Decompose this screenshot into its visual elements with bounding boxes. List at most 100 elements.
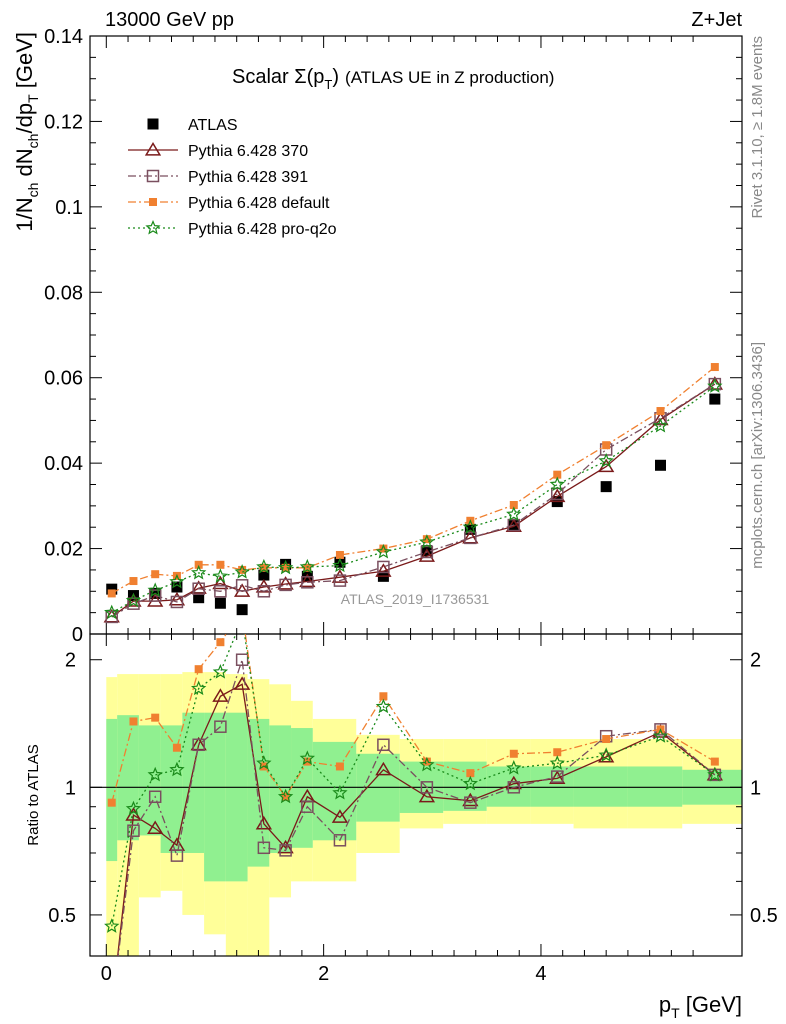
ratio-point-p391 [464, 796, 477, 809]
legend-entry-p370: Pythia 6.428 370 [128, 142, 308, 160]
point-pq2o [125, 592, 142, 608]
y-tick-label: 0.14 [44, 26, 83, 48]
ratio-point-pq2o [147, 766, 163, 782]
ratio-point-p391 [279, 844, 292, 857]
point-atlas [709, 393, 721, 405]
ratio-y-tick-label-right: 0.5 [750, 905, 778, 927]
point-pdefault [238, 565, 247, 574]
point-atlas [171, 581, 183, 593]
point-pq2o [598, 452, 614, 468]
point-atlas [655, 459, 666, 471]
ratio-point-pdefault [602, 735, 611, 744]
point-pq2o [190, 564, 207, 580]
ratio-point-p370 [212, 688, 229, 702]
point-p391 [170, 595, 184, 609]
point-pq2o [506, 506, 522, 521]
point-pq2o [169, 573, 185, 589]
ratio-point-pq2o [375, 698, 392, 714]
point-p391 [148, 589, 162, 602]
legend-marker-p391 [146, 169, 160, 183]
point-p370 [375, 563, 392, 577]
series-pdefault [107, 363, 719, 598]
ratio-point-pq2o [169, 761, 185, 777]
legend-label: Pythia 6.428 pro-q2o [188, 221, 337, 238]
point-p391 [192, 582, 205, 595]
point-pq2o [299, 558, 316, 574]
y-axis-label: 1/Nch dNch/dpT [GeV] [12, 32, 41, 232]
ratio-y-tick-label: 2 [65, 650, 76, 672]
ratio-point-p391 [654, 723, 667, 736]
side-text-rivet: Rivet 3.1.10, ≥ 1.8M events [749, 36, 766, 219]
y-tick-label: 0 [72, 624, 83, 646]
ratio-point-pq2o [104, 918, 120, 933]
ratio-point-pq2o [277, 788, 294, 804]
point-pq2o [147, 582, 163, 597]
point-pq2o [707, 378, 723, 393]
ratio-line-p391 [117, 659, 716, 956]
point-p391 [333, 574, 347, 587]
header-right: Z+Jet [691, 9, 742, 31]
point-pdefault [422, 535, 431, 544]
legend-marker-pq2o [145, 219, 161, 235]
point-pq2o [652, 417, 669, 433]
point-pdefault [281, 563, 290, 572]
ratio-point-pdefault [422, 757, 431, 766]
point-pdefault [151, 570, 160, 579]
main-series [103, 363, 723, 624]
ratio-point-p391 [235, 653, 249, 666]
ratio-point-pq2o [332, 784, 348, 800]
x-tick-label: 4 [535, 963, 546, 985]
band-inner [627, 766, 683, 807]
ratio-point-p370 [277, 839, 294, 854]
ratio-point-pq2o [598, 747, 614, 762]
point-pdefault [259, 563, 268, 572]
legend-label: ATLAS [188, 117, 238, 134]
ratio-point-p370 [418, 788, 436, 803]
legend-entry-pq2o: Pythia 6.428 pro-q2o [128, 219, 337, 238]
band-inner [182, 712, 205, 853]
series-line-pq2o [111, 385, 716, 614]
point-p370 [168, 591, 186, 606]
ratio-point-pdefault [281, 792, 290, 801]
ratio-point-pdefault [379, 692, 388, 701]
point-atlas [214, 597, 226, 609]
legend-entry-pdefault: Pythia 6.428 default [128, 195, 330, 212]
series-p370 [103, 376, 723, 623]
y-tick-label: 0.04 [44, 453, 83, 475]
main-axes: 0 0.02 0.04 0.06 0.08 0.1 0.12 0.14 [44, 26, 743, 646]
point-p391 [257, 585, 271, 598]
point-pdefault [602, 441, 611, 450]
legend-marker-pdefault [149, 198, 157, 206]
watermark: ATLAS_2019_I1736531 [341, 591, 490, 607]
legend: ATLAS Pythia 6.428 370 Pythia 6.428 391 Pyt… [128, 117, 337, 238]
ratio-point-pdefault [107, 798, 116, 807]
ratio-point-pdefault [466, 769, 475, 778]
band-inner [204, 712, 226, 882]
legend-entry-p391: Pythia 6.428 391 [128, 169, 308, 186]
ratio-point-p391 [377, 738, 390, 752]
band-inner [117, 715, 139, 841]
ratio-point-pq2o [212, 664, 229, 679]
y-tick-label: 0.08 [44, 282, 83, 304]
ratio-point-p391 [507, 781, 521, 794]
plot-title: Scalar Σ(pT) (ATLAS UE in Z production) [232, 66, 554, 92]
ratio-point-pq2o [419, 756, 435, 772]
ratio-point-p370 [147, 820, 164, 835]
ratio-series-p391 [117, 653, 722, 956]
point-atlas [236, 604, 248, 616]
ratio-point-p370 [462, 792, 479, 807]
point-p370 [299, 573, 316, 588]
ratio-frame [89, 633, 743, 957]
ratio-uncertainty-bands [106, 672, 742, 956]
point-p370 [549, 488, 566, 503]
ratio-y-tick-label: 1 [65, 777, 76, 799]
legend-marker-atlas [147, 118, 159, 130]
band-inner [573, 766, 628, 807]
ratio-point-p391 [148, 790, 162, 804]
ratio-point-pdefault [335, 762, 344, 771]
ratio-axes: 0.5 0.5 1 1 2 2 0 2 4 [48, 633, 778, 985]
point-p391 [420, 545, 434, 559]
point-pq2o [212, 568, 229, 583]
point-pq2o [256, 558, 272, 574]
ratio-y-tick-label-right: 2 [750, 650, 761, 672]
